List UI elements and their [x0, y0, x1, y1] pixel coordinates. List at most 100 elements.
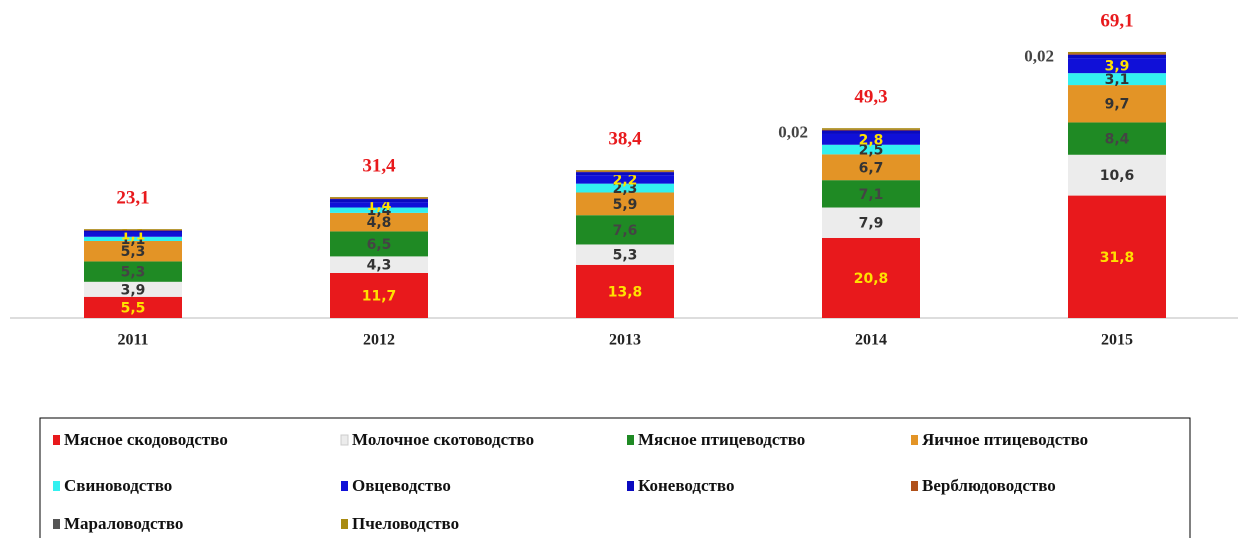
data-label: 5,9	[613, 197, 638, 213]
bar-segment	[330, 256, 428, 273]
legend-swatch	[53, 481, 60, 491]
bar-segment	[576, 215, 674, 245]
bar-segment	[330, 207, 428, 213]
bar-segment	[1068, 195, 1166, 318]
bar-segment	[84, 229, 182, 231]
bar-segment	[330, 212, 428, 232]
data-label: 2,8	[859, 132, 884, 148]
data-label: 3,9	[121, 282, 146, 298]
legend-label: Коневодство	[638, 476, 734, 495]
bar-segment	[822, 207, 920, 238]
legend-swatch	[341, 519, 348, 529]
data-label: 13,8	[608, 284, 643, 300]
bar-segment	[330, 231, 428, 257]
bar-segment	[330, 197, 428, 199]
bar-segment	[84, 236, 182, 241]
total-label: 49,3	[854, 87, 887, 108]
bar-segment	[576, 244, 674, 265]
bar-segment	[84, 241, 182, 262]
bar-segment	[1068, 85, 1166, 123]
data-label: 3,9	[1105, 59, 1130, 75]
data-label: 11,7	[362, 288, 397, 304]
bar-segment	[576, 170, 674, 172]
legend-swatch	[911, 481, 918, 491]
bar-segment	[576, 264, 674, 318]
bar-segment	[822, 129, 920, 131]
data-label: 31,8	[1100, 250, 1135, 266]
data-label: 6,7	[859, 160, 884, 176]
bar-segment	[84, 230, 182, 233]
legend-label: Мараловодство	[64, 514, 183, 533]
bar-segment	[1068, 51, 1166, 54]
legend-label: Овцеводство	[352, 476, 451, 495]
data-label: 5,3	[121, 244, 146, 260]
legend-swatch	[341, 481, 348, 491]
bar-segment	[84, 232, 182, 237]
data-label: 6,5	[367, 237, 392, 253]
legend-label: Пчеловодство	[352, 514, 459, 533]
legend-swatch	[627, 435, 634, 445]
bar-segment	[330, 272, 428, 318]
legend-swatch	[911, 435, 918, 445]
bar-segment	[822, 128, 920, 130]
bar-segment	[1068, 73, 1166, 86]
bar-segment	[576, 183, 674, 193]
bar-segment	[822, 133, 920, 145]
legend-swatch	[340, 434, 349, 446]
bar-segment	[822, 144, 920, 155]
legend-label: Молочное скотоводство	[352, 430, 534, 449]
data-label: 2,3	[613, 181, 638, 197]
bar-segment	[1068, 53, 1166, 55]
legend-label: Мясное птицеводство	[638, 430, 805, 449]
bar-segment	[1068, 122, 1166, 155]
bar-segment	[822, 237, 920, 318]
data-label: 20,8	[854, 271, 889, 287]
legend-label: Свиноводство	[64, 476, 172, 495]
bar-segment	[822, 130, 920, 134]
bar-segment	[576, 171, 674, 173]
legend-box	[39, 417, 1191, 538]
bar-segment	[84, 281, 182, 297]
data-label: 0,02	[778, 123, 808, 142]
data-label: 3,1	[1105, 72, 1130, 88]
total-label: 31,4	[362, 155, 396, 176]
data-label: 2,5	[859, 143, 884, 159]
x-tick-label: 2015	[1101, 332, 1133, 349]
bar-segment	[330, 199, 428, 203]
bar-segment	[822, 180, 920, 208]
bar-segment	[822, 154, 920, 181]
bar-segment	[330, 198, 428, 200]
bar-segment	[1068, 54, 1166, 59]
data-label: 7,1	[859, 187, 884, 203]
total-label: 38,4	[608, 129, 642, 150]
bar-segment	[84, 296, 182, 318]
data-label: 4,3	[367, 258, 392, 274]
total-label: 23,1	[116, 187, 149, 208]
data-label: 9,7	[1105, 97, 1130, 113]
data-label: 8,4	[1105, 132, 1130, 148]
legend-swatch	[53, 435, 60, 445]
bar-segment	[1068, 154, 1166, 196]
legend-swatch	[627, 481, 634, 491]
legend-label: Яичное птицеводство	[922, 430, 1088, 449]
bar-segment	[1068, 58, 1166, 74]
total-label: 69,1	[1100, 10, 1133, 31]
bar-segment	[84, 261, 182, 282]
data-label: 10,6	[1100, 168, 1135, 184]
data-label: 5,3	[121, 265, 146, 281]
data-label: 7,9	[859, 216, 884, 232]
bar-segment	[330, 202, 428, 208]
x-tick-label: 2014	[855, 332, 887, 349]
x-tick-label: 2013	[609, 332, 641, 349]
bar-segment	[576, 175, 674, 184]
data-label: 5,3	[613, 248, 638, 264]
bar-segment	[84, 229, 182, 230]
x-tick-label: 2011	[117, 332, 148, 349]
data-label: 7,6	[613, 223, 638, 239]
data-label: 2,2	[613, 172, 638, 188]
legend-label: Мясное скодоводство	[64, 430, 228, 449]
bar-segment	[576, 172, 674, 176]
legend-swatch	[53, 519, 60, 529]
x-tick-label: 2012	[363, 332, 395, 349]
